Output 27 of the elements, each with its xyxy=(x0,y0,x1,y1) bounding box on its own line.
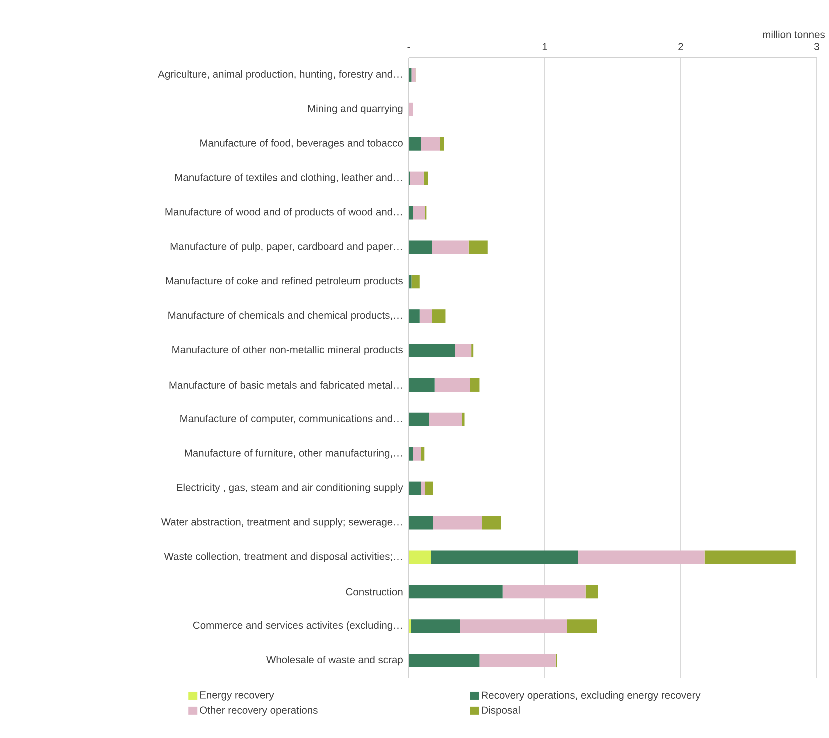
y-tick-label: Water abstraction, treatment and supply; sewerage… xyxy=(161,518,402,528)
y-tick-label: Waste collection, treatment and disposal activities;… xyxy=(164,552,402,562)
legend-label: Disposal xyxy=(482,706,520,716)
y-tick-label: Manufacture of furniture, other manufacturing,… xyxy=(185,449,402,459)
x-tick-label: 3 xyxy=(814,43,820,50)
x-axis-title: million tonnes xyxy=(763,30,825,38)
y-tick-label: Manufacture of food, beverages and tobacco xyxy=(200,139,403,149)
y-tick-label: Manufacture of textiles and clothing, leather and… xyxy=(175,174,402,184)
y-tick-label: Manufacture of basic metals and fabricated metal… xyxy=(170,381,402,389)
x-tick-label: 1 xyxy=(542,43,548,50)
legend-label: Energy recovery xyxy=(200,692,274,701)
y-tick-label: Agriculture, animal production, hunting, forestry and… xyxy=(158,70,402,80)
legend-label: Recovery operations, excluding energy recovery xyxy=(482,691,701,702)
y-tick-label: Manufacture of wood and of products of wood and… xyxy=(166,208,402,218)
y-tick-label: Construction xyxy=(346,588,403,596)
y-tick-label: Manufacture of coke and refined petroleum products xyxy=(166,277,403,287)
y-tick-label: Manufacture of computer, communications and… xyxy=(180,414,402,424)
x-tick-label: 2 xyxy=(678,43,684,50)
legend-label: Other recovery operations xyxy=(200,706,318,716)
y-tick-label: Wholesale of waste and scrap xyxy=(266,656,403,666)
y-tick-label: Manufacture of pulp, paper, cardboard and paper… xyxy=(170,242,402,252)
y-tick-label: Electricity , gas, steam and air conditioning supply xyxy=(177,484,404,494)
x-tick-label: - xyxy=(408,47,410,48)
y-tick-label: Manufacture of other non-metallic mineral products xyxy=(172,346,403,356)
y-tick-label: Manufacture of chemicals and chemical products,… xyxy=(168,312,402,322)
y-tick-label: Mining and quarrying xyxy=(308,104,403,114)
y-tick-label: Commerce and services activites (excluding… xyxy=(193,622,402,632)
